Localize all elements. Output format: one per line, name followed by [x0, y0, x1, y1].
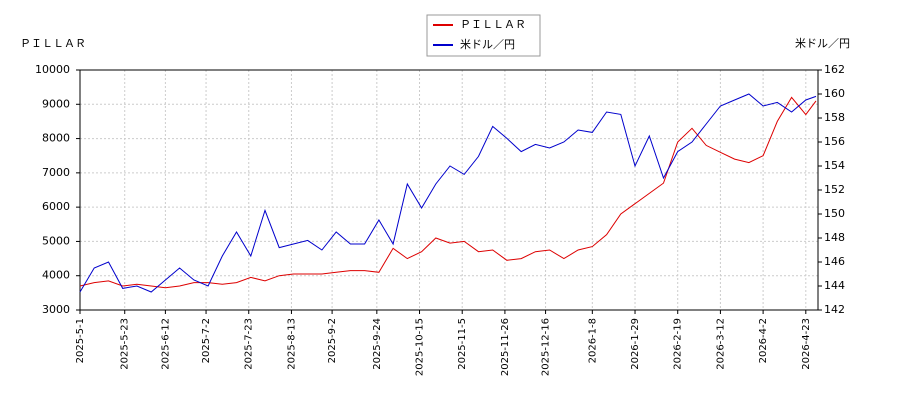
y-tick-label: 9000	[42, 97, 70, 110]
x-tick-label: 2025-9-2	[327, 318, 338, 363]
x-tick-label: 2025-5-1	[75, 318, 86, 363]
x-tick-label: 2025-9-24	[372, 318, 383, 370]
x-tick-label: 2025-12-16	[541, 318, 552, 376]
y2-tick-label: 150	[824, 207, 845, 220]
y2-tick-label: 158	[824, 111, 845, 124]
y2-tick-label: 152	[824, 183, 845, 196]
x-tick-label: 2025-7-2	[201, 318, 212, 363]
series-line	[79, 93, 817, 293]
x-tick-label: 2025-5-23	[120, 318, 131, 370]
x-tick-label: 2026-4-23	[801, 318, 812, 370]
legend-box	[426, 14, 541, 57]
y-tick-label: 8000	[42, 132, 70, 145]
legend-label: ＰＩＬＬＡＲ	[460, 18, 526, 31]
x-tick-label: 2025-8-13	[286, 318, 297, 370]
x-tick-label: 2026-1-8	[587, 318, 598, 363]
y-tick-label: 6000	[42, 200, 70, 213]
y2-tick-label: 162	[824, 63, 845, 76]
x-tick-label: 2025-11-26	[500, 318, 511, 376]
y-tick-label: 7000	[42, 166, 70, 179]
x-tick-label: 2026-1-29	[630, 318, 641, 370]
series-line	[79, 96, 817, 289]
x-tick-label: 2026-4-2	[758, 318, 769, 363]
x-tick-label: 2026-2-19	[673, 318, 684, 370]
y-tick-label: 10000	[35, 63, 70, 76]
y2-tick-label: 144	[824, 279, 845, 292]
x-tick-label: 2025-6-12	[160, 318, 171, 370]
x-tick-label: 2025-10-15	[415, 318, 426, 376]
y2-axis-label: 米ドル／円	[795, 37, 850, 50]
y2-tick-label: 148	[824, 231, 845, 244]
x-tick-label: 2026-3-12	[715, 318, 726, 370]
y2-tick-label: 156	[824, 135, 845, 148]
y2-tick-label: 154	[824, 159, 845, 172]
y-tick-label: 3000	[42, 303, 70, 316]
x-tick-label: 2025-7-23	[244, 318, 255, 370]
plot-frame	[79, 69, 819, 311]
y-tick-label: 4000	[42, 269, 70, 282]
y2-tick-label: 160	[824, 87, 845, 100]
y-tick-label: 5000	[42, 234, 70, 247]
y2-tick-label: 146	[824, 255, 845, 268]
y2-tick-label: 142	[824, 303, 845, 316]
x-tick-label: 2025-11-5	[457, 318, 468, 370]
y-axis-label: ＰＩＬＬＡＲ	[20, 37, 86, 50]
legend-label: 米ドル／円	[460, 38, 515, 51]
